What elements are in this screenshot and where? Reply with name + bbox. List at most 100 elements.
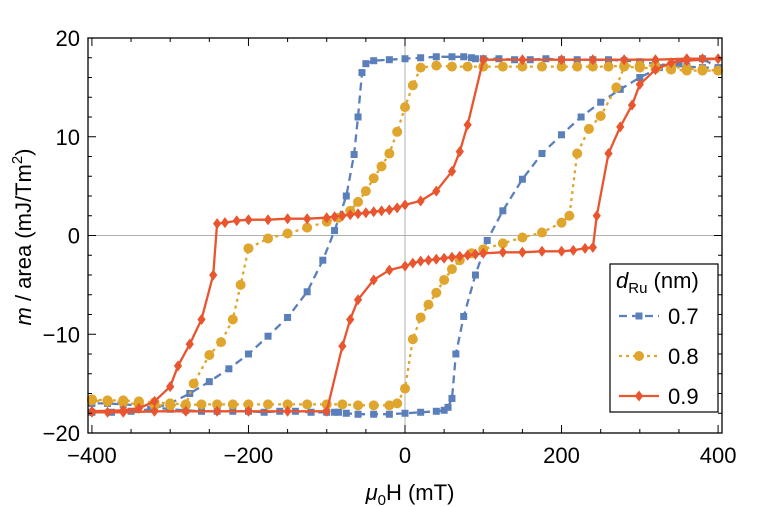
data-point bbox=[103, 406, 112, 418]
data-point bbox=[455, 250, 464, 262]
data-point bbox=[368, 173, 379, 184]
data-point bbox=[499, 207, 507, 215]
y-tick-label: −10 bbox=[43, 322, 80, 347]
data-point bbox=[415, 62, 426, 73]
data-point bbox=[392, 398, 403, 409]
data-point bbox=[518, 175, 526, 183]
data-point bbox=[634, 62, 645, 73]
data-point bbox=[243, 399, 254, 410]
data-point bbox=[517, 232, 528, 243]
y-tick-label: 0 bbox=[68, 224, 80, 249]
data-point bbox=[263, 399, 274, 410]
data-point bbox=[350, 151, 358, 159]
data-point bbox=[460, 53, 468, 61]
data-point bbox=[588, 241, 597, 253]
data-point bbox=[225, 365, 233, 373]
legend-box bbox=[609, 263, 719, 413]
data-point bbox=[463, 249, 472, 261]
data-point bbox=[204, 349, 215, 360]
data-point bbox=[235, 279, 246, 290]
data-point bbox=[264, 332, 272, 340]
data-point bbox=[337, 399, 348, 410]
data-point bbox=[432, 253, 441, 265]
data-point bbox=[572, 61, 583, 72]
legend-item: 0.8 bbox=[619, 344, 699, 369]
data-point bbox=[244, 214, 253, 226]
data-point bbox=[322, 212, 331, 224]
data-point bbox=[616, 121, 625, 133]
series-layer bbox=[86, 38, 724, 433]
legend-label: 0.9 bbox=[668, 384, 699, 409]
data-point bbox=[165, 400, 176, 411]
data-point bbox=[282, 228, 293, 239]
data-point bbox=[209, 269, 218, 281]
data-point bbox=[173, 360, 183, 372]
data-point bbox=[385, 264, 394, 276]
data-point bbox=[446, 61, 457, 72]
legend-marker bbox=[634, 351, 644, 361]
y-tick-label: 10 bbox=[56, 125, 80, 150]
data-point bbox=[197, 313, 206, 325]
data-point bbox=[556, 61, 567, 72]
data-point bbox=[400, 102, 410, 113]
data-point bbox=[416, 255, 425, 267]
data-point bbox=[536, 227, 547, 238]
data-point bbox=[368, 400, 379, 411]
data-point bbox=[497, 238, 508, 249]
y-tick-label: 20 bbox=[56, 26, 80, 51]
data-point bbox=[569, 244, 578, 256]
data-point bbox=[597, 98, 605, 106]
data-point bbox=[651, 64, 660, 76]
data-point bbox=[243, 243, 254, 254]
data-point bbox=[346, 209, 355, 221]
data-point bbox=[263, 233, 274, 244]
data-point bbox=[424, 254, 433, 266]
data-point bbox=[444, 403, 452, 411]
data-point bbox=[401, 409, 409, 417]
data-point bbox=[471, 271, 479, 279]
data-point bbox=[353, 208, 363, 220]
data-point bbox=[353, 294, 363, 306]
data-point bbox=[401, 55, 409, 63]
legend-marker bbox=[634, 390, 644, 402]
data-point bbox=[479, 54, 488, 66]
data-point bbox=[361, 207, 370, 219]
x-tick-label: −400 bbox=[67, 443, 117, 468]
data-point bbox=[213, 218, 222, 230]
data-point bbox=[369, 274, 378, 286]
data-point bbox=[479, 247, 488, 259]
data-point bbox=[213, 405, 222, 417]
data-point bbox=[205, 378, 213, 386]
data-point bbox=[447, 165, 457, 177]
data-point bbox=[147, 405, 155, 413]
data-point bbox=[360, 186, 371, 197]
data-point bbox=[455, 146, 464, 158]
data-point bbox=[439, 274, 450, 285]
data-point bbox=[180, 400, 191, 411]
data-point bbox=[244, 350, 252, 358]
data-point bbox=[556, 217, 567, 228]
data-point bbox=[432, 407, 440, 415]
data-point bbox=[483, 236, 491, 244]
data-point bbox=[611, 82, 622, 93]
data-point bbox=[346, 313, 355, 325]
data-point bbox=[384, 400, 395, 411]
data-point bbox=[446, 264, 457, 275]
data-point bbox=[354, 113, 362, 121]
data-point bbox=[400, 383, 410, 394]
data-point bbox=[362, 60, 370, 68]
data-point bbox=[681, 65, 692, 76]
data-point bbox=[431, 60, 442, 71]
data-point bbox=[636, 74, 644, 81]
data-point bbox=[651, 54, 660, 66]
data-point bbox=[244, 405, 253, 417]
data-point bbox=[407, 80, 418, 91]
data-point bbox=[384, 148, 395, 159]
data-point bbox=[538, 150, 546, 158]
data-point bbox=[468, 54, 476, 62]
data-point bbox=[619, 61, 630, 72]
data-point bbox=[319, 256, 327, 264]
data-point bbox=[666, 57, 676, 69]
data-point bbox=[377, 205, 386, 217]
data-point bbox=[393, 202, 402, 214]
